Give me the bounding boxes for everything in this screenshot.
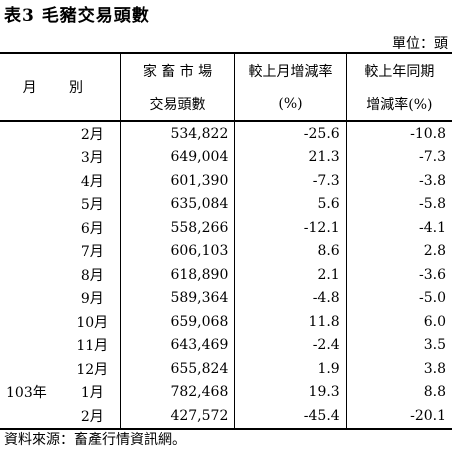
cell-volume: 427,572 bbox=[119, 404, 235, 429]
cell-mom-change: 11.8 bbox=[234, 310, 347, 334]
cell-yoy-change: 3.5 bbox=[345, 333, 452, 357]
table-row: 2月 534,822 -25.6 -10.8 bbox=[0, 121, 452, 146]
hog-trading-table: 月 別 家 畜 市 場 較上月增減率 較上年同期 交易頭數 (%) 增減率(%)… bbox=[0, 52, 452, 430]
cell-year bbox=[0, 121, 65, 146]
cell-month: 7月 bbox=[80, 244, 104, 261]
header-row-bottom: 交易頭數 (%) 增減率(%) bbox=[0, 87, 452, 121]
cell-year bbox=[0, 310, 65, 334]
cell-volume: 655,824 bbox=[119, 357, 235, 381]
cell-year bbox=[0, 263, 65, 287]
cell-year bbox=[0, 287, 65, 311]
source-note: 資料來源：畜產行情資訊網。 bbox=[4, 432, 186, 448]
header-mom-bottom: (%) bbox=[234, 87, 347, 121]
table-row: 4月 601,390 -7.3 -3.8 bbox=[0, 169, 452, 193]
header-yoy-bottom: 增減率(%) bbox=[345, 87, 452, 121]
cell-year bbox=[0, 169, 65, 193]
cell-volume: 589,364 bbox=[119, 286, 235, 310]
cell-mom-change: 5.6 bbox=[234, 192, 347, 216]
cell-mom-change: -2.4 bbox=[234, 333, 347, 357]
table-body: 2月 534,822 -25.6 -10.8 3月 649,004 21.3 -7.3 4月 60… bbox=[0, 121, 452, 429]
cell-volume: 782,468 bbox=[119, 380, 235, 404]
cell-yoy-change: -4.1 bbox=[345, 216, 452, 240]
cell-mom-change: 21.3 bbox=[234, 145, 347, 169]
header-mom-top: 較上月增減率 bbox=[234, 53, 347, 87]
cell-mom-change: -12.1 bbox=[234, 216, 347, 240]
cell-month: 2月 bbox=[80, 408, 104, 425]
cell-volume: 558,266 bbox=[119, 216, 235, 240]
table-row: 5月 635,084 5.6 -5.8 bbox=[0, 192, 452, 217]
cell-volume: 618,890 bbox=[119, 263, 235, 287]
cell-yoy-change: 8.8 bbox=[345, 380, 452, 404]
header-volume-bottom: 交易頭數 bbox=[119, 87, 235, 121]
table-row: 9月 589,364 -4.8 -5.0 bbox=[0, 286, 452, 311]
header-row-top: 月 別 家 畜 市 場 較上月增減率 較上年同期 bbox=[0, 53, 452, 96]
cell-mom-change: -4.8 bbox=[234, 286, 347, 310]
cell-volume: 649,004 bbox=[119, 145, 235, 169]
cell-yoy-change: -10.8 bbox=[345, 121, 452, 146]
cell-year bbox=[0, 216, 65, 240]
table-row: 103年 1月 782,468 19.3 8.8 bbox=[0, 380, 452, 404]
table-row: 2月 427,572 -45.4 -20.1 bbox=[0, 404, 452, 429]
table-row: 3月 649,004 21.3 -7.3 bbox=[0, 145, 452, 170]
cell-mom-change: -25.6 bbox=[234, 121, 347, 146]
cell-yoy-change: -5.8 bbox=[345, 192, 452, 216]
cell-mom-change: 2.1 bbox=[234, 263, 347, 287]
cell-month: 6月 bbox=[80, 220, 104, 237]
cell-month: 2月 bbox=[80, 126, 104, 143]
cell-mom-change: -45.4 bbox=[234, 404, 347, 429]
cell-mom-change: 1.9 bbox=[234, 357, 347, 381]
cell-year bbox=[0, 240, 65, 264]
cell-month: 3月 bbox=[80, 150, 104, 167]
cell-yoy-change: -7.3 bbox=[345, 145, 452, 169]
cell-volume: 606,103 bbox=[119, 239, 235, 263]
cell-month: 10月 bbox=[76, 314, 109, 331]
table-row: 10月 659,068 11.8 6.0 bbox=[0, 310, 452, 334]
cell-year bbox=[0, 357, 65, 381]
header-month: 月 別 bbox=[22, 80, 98, 96]
table-row: 12月 655,824 1.9 3.8 bbox=[0, 357, 452, 381]
cell-month: 5月 bbox=[80, 197, 104, 214]
table-row: 7月 606,103 8.6 2.8 bbox=[0, 239, 452, 264]
unit-label: 單位：頭 bbox=[392, 36, 448, 52]
cell-month: 4月 bbox=[80, 173, 104, 190]
cell-volume: 534,822 bbox=[119, 121, 235, 146]
cell-yoy-change: -5.0 bbox=[345, 286, 452, 310]
cell-month: 1月 bbox=[80, 385, 104, 402]
header-yoy-top: 較上年同期 bbox=[345, 53, 452, 87]
cell-volume: 659,068 bbox=[119, 310, 235, 334]
cell-month: 9月 bbox=[80, 291, 104, 308]
cell-volume: 635,084 bbox=[119, 192, 235, 216]
cell-volume: 601,390 bbox=[119, 169, 235, 193]
cell-yoy-change: -3.8 bbox=[345, 169, 452, 193]
cell-yoy-change: 6.0 bbox=[345, 310, 452, 334]
cell-year bbox=[0, 334, 65, 358]
cell-yoy-change: 3.8 bbox=[345, 357, 452, 381]
cell-mom-change: 19.3 bbox=[234, 380, 347, 404]
cell-month: 11月 bbox=[76, 338, 109, 355]
header-volume-top: 家 畜 市 場 bbox=[119, 53, 235, 87]
cell-year: 103年 bbox=[6, 385, 47, 402]
cell-yoy-change: -20.1 bbox=[345, 404, 452, 429]
cell-mom-change: -7.3 bbox=[234, 169, 347, 193]
cell-year bbox=[0, 404, 65, 429]
table-row: 11月 643,469 -2.4 3.5 bbox=[0, 333, 452, 358]
cell-volume: 643,469 bbox=[119, 333, 235, 357]
cell-year bbox=[0, 146, 65, 170]
table-title: 表3 毛豬交易頭數 bbox=[4, 6, 150, 26]
cell-month: 12月 bbox=[76, 361, 109, 378]
cell-year bbox=[0, 193, 65, 217]
cell-yoy-change: -3.6 bbox=[345, 263, 452, 287]
cell-mom-change: 8.6 bbox=[234, 239, 347, 263]
cell-month: 8月 bbox=[80, 267, 104, 284]
table-row: 6月 558,266 -12.1 -4.1 bbox=[0, 216, 452, 240]
table-row: 8月 618,890 2.1 -3.6 bbox=[0, 263, 452, 287]
cell-yoy-change: 2.8 bbox=[345, 239, 452, 263]
